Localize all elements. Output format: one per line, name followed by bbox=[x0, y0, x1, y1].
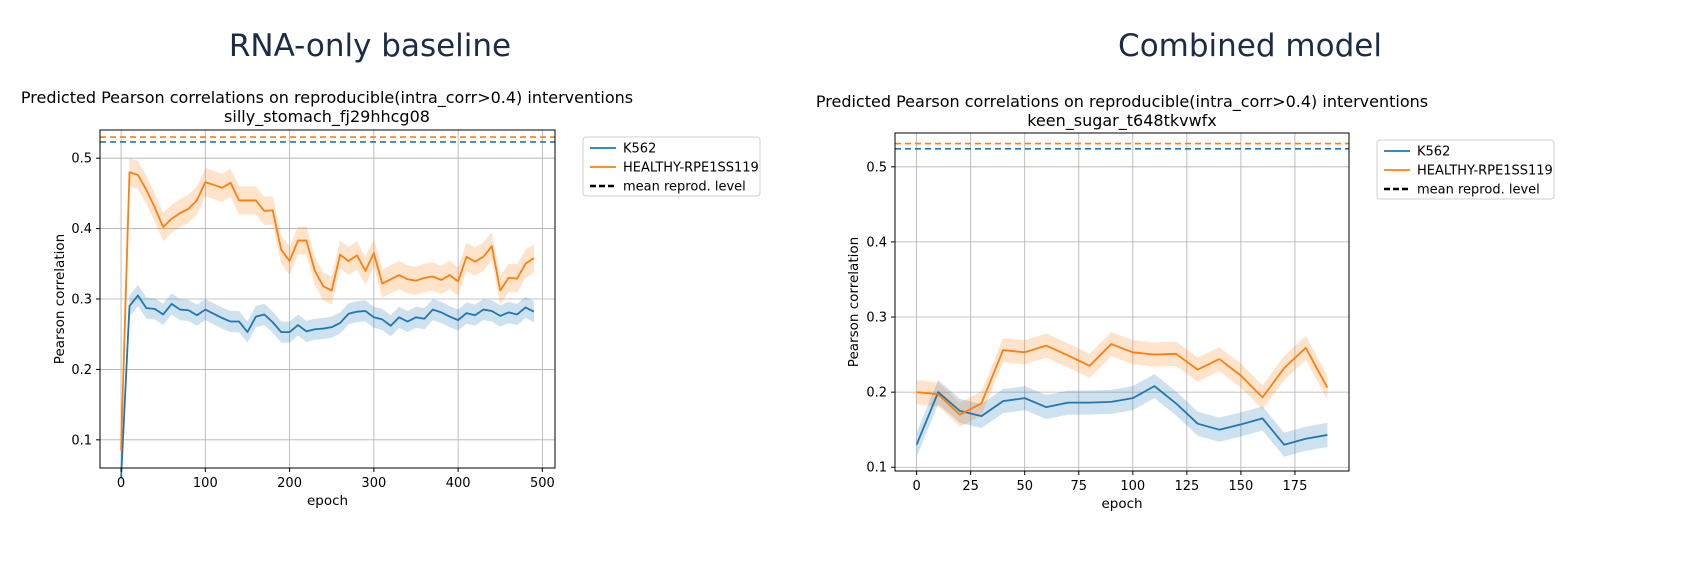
x-tick-label: 100 bbox=[1120, 479, 1145, 494]
x-axis-label: epoch bbox=[307, 493, 348, 509]
plot-frame bbox=[894, 132, 1350, 472]
x-tick-label: 0 bbox=[912, 479, 920, 494]
confidence-band-k562 bbox=[121, 284, 534, 490]
y-tick-label: 0.5 bbox=[866, 160, 887, 175]
series-line-rpe1 bbox=[120, 171, 535, 451]
confidence-band-k562 bbox=[916, 374, 1328, 457]
y-tick-label: 0.4 bbox=[866, 235, 887, 250]
panel-heading-right: Combined model bbox=[1118, 28, 1382, 64]
series-line-rpe1 bbox=[916, 343, 1329, 416]
x-tick-label: 400 bbox=[446, 476, 471, 491]
x-tick-label: 0 bbox=[117, 476, 125, 491]
x-tick-label: 25 bbox=[962, 479, 979, 494]
legend-label: K562 bbox=[623, 142, 656, 157]
chart-title: Predicted Pearson correlations on reprod… bbox=[21, 88, 633, 108]
x-tick-label: 125 bbox=[1174, 479, 1199, 494]
x-tick-label: 175 bbox=[1283, 479, 1308, 494]
x-tick-label: 100 bbox=[193, 476, 218, 491]
legend-label: mean reprod. level bbox=[1417, 183, 1540, 198]
legend-box bbox=[1376, 139, 1555, 200]
y-tick-label: 0.4 bbox=[71, 222, 92, 237]
panel-heading-left: RNA-only baseline bbox=[228, 28, 512, 64]
x-tick-label: 200 bbox=[277, 476, 302, 491]
x-tick-label: 150 bbox=[1228, 479, 1253, 494]
legend-label: HEALTHY-RPE1SS119 bbox=[1417, 164, 1553, 179]
chart-subtitle: keen_sugar_t648tkvwfx bbox=[1027, 111, 1217, 131]
y-tick-label: 0.3 bbox=[71, 293, 92, 308]
series-line-k562 bbox=[120, 294, 535, 479]
x-tick-label: 50 bbox=[1016, 479, 1033, 494]
y-tick-label: 0.3 bbox=[866, 311, 887, 326]
y-axis-label: Pearson correlation bbox=[52, 234, 68, 364]
series-line-k562 bbox=[915, 385, 1328, 446]
y-axis-label: Pearson correlation bbox=[846, 237, 862, 367]
y-tick-label: 0.2 bbox=[71, 363, 92, 378]
x-tick-label: 500 bbox=[530, 476, 555, 491]
legend-label: mean reprod. level bbox=[623, 180, 746, 195]
chart-title: Predicted Pearson correlations on reprod… bbox=[816, 92, 1428, 112]
x-tick-label: 300 bbox=[361, 476, 386, 491]
chart-subtitle: silly_stomach_fj29hhcg08 bbox=[224, 107, 430, 127]
confidence-band-rpe1 bbox=[916, 332, 1328, 427]
legend-label: K562 bbox=[1417, 145, 1450, 160]
y-tick-label: 0.1 bbox=[71, 433, 92, 448]
y-tick-label: 0.2 bbox=[866, 386, 887, 401]
x-tick-label: 75 bbox=[1070, 479, 1087, 494]
y-tick-label: 0.5 bbox=[71, 152, 92, 167]
x-axis-label: epoch bbox=[1101, 496, 1142, 512]
legend-label: HEALTHY-RPE1SS119 bbox=[623, 161, 759, 176]
legend-box bbox=[582, 136, 761, 197]
y-tick-label: 0.1 bbox=[866, 461, 887, 476]
